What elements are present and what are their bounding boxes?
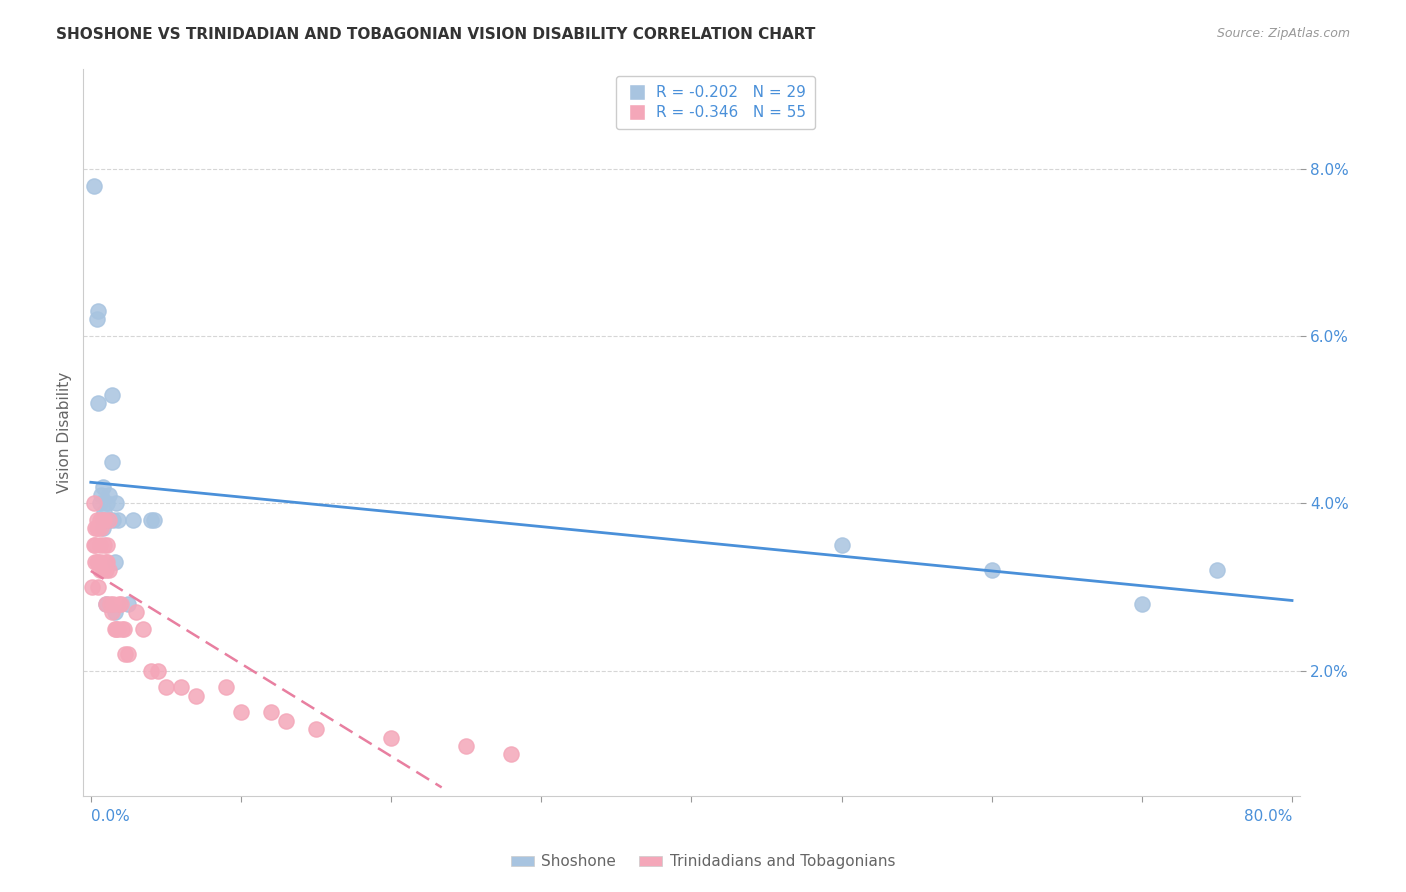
Point <box>89 513 111 527</box>
Point <box>91 513 114 527</box>
Point <box>107 622 129 636</box>
Point <box>305 723 328 737</box>
Point <box>148 664 170 678</box>
Point <box>142 513 165 527</box>
Point <box>114 647 136 661</box>
Point <box>107 513 129 527</box>
Text: 0.0%: 0.0% <box>91 809 129 824</box>
Legend: R = -0.202   N = 29, R = -0.346   N = 55: R = -0.202 N = 29, R = -0.346 N = 55 <box>616 76 815 129</box>
Text: Source: ZipAtlas.com: Source: ZipAtlas.com <box>1216 27 1350 40</box>
Point <box>87 521 110 535</box>
Point <box>97 488 120 502</box>
Point <box>86 513 108 527</box>
Text: 80.0%: 80.0% <box>1244 809 1292 824</box>
Point <box>87 304 110 318</box>
Point <box>103 513 125 527</box>
Point <box>501 747 523 762</box>
Point <box>380 731 402 745</box>
Point <box>89 538 111 552</box>
Point <box>96 555 118 569</box>
Text: SHOSHONE VS TRINIDADIAN AND TOBAGONIAN VISION DISABILITY CORRELATION CHART: SHOSHONE VS TRINIDADIAN AND TOBAGONIAN V… <box>56 27 815 42</box>
Point <box>83 496 105 510</box>
Point <box>831 538 853 552</box>
Point <box>94 555 117 569</box>
Point <box>84 538 107 552</box>
Point <box>155 681 177 695</box>
Point <box>104 555 127 569</box>
Point <box>456 739 478 753</box>
Point <box>184 689 207 703</box>
Point <box>90 555 112 569</box>
Point <box>97 563 120 577</box>
Point <box>139 513 162 527</box>
Point <box>98 597 121 611</box>
Point <box>94 597 117 611</box>
Point <box>260 706 283 720</box>
Point <box>139 664 162 678</box>
Point <box>91 521 114 535</box>
Point <box>170 681 193 695</box>
Point <box>89 496 111 510</box>
Point <box>87 555 110 569</box>
Point <box>91 480 114 494</box>
Point <box>91 563 114 577</box>
Point <box>1206 563 1229 577</box>
Point <box>96 496 118 510</box>
Point <box>90 521 112 535</box>
Point <box>97 513 120 527</box>
Point <box>84 521 107 535</box>
Point <box>104 622 127 636</box>
Y-axis label: Vision Disability: Vision Disability <box>58 372 72 493</box>
Point <box>89 563 111 577</box>
Point <box>117 597 139 611</box>
Point <box>125 605 148 619</box>
Point <box>980 563 1002 577</box>
Point <box>111 622 134 636</box>
Point <box>101 387 124 401</box>
Point <box>83 538 105 552</box>
Point <box>110 597 132 611</box>
Point <box>91 513 114 527</box>
Point <box>105 496 128 510</box>
Point <box>87 580 110 594</box>
Point <box>86 555 108 569</box>
Point <box>84 555 107 569</box>
Point <box>103 597 125 611</box>
Point <box>215 681 238 695</box>
Point <box>93 538 115 552</box>
Point <box>108 597 131 611</box>
Point <box>94 563 117 577</box>
Point <box>101 454 124 468</box>
Point <box>93 513 115 527</box>
Point <box>121 513 143 527</box>
Point <box>274 714 297 728</box>
Point <box>93 505 115 519</box>
Point <box>96 538 118 552</box>
Point <box>90 488 112 502</box>
Point <box>117 647 139 661</box>
Legend: Shoshone, Trinidadians and Tobagonians: Shoshone, Trinidadians and Tobagonians <box>505 848 901 875</box>
Point <box>83 178 105 193</box>
Point <box>229 706 252 720</box>
Point <box>86 521 108 535</box>
Point <box>1130 597 1153 611</box>
Point <box>101 605 124 619</box>
Point <box>97 513 120 527</box>
Point <box>94 597 117 611</box>
Point <box>104 605 127 619</box>
Point <box>112 622 135 636</box>
Point <box>87 396 110 410</box>
Point <box>132 622 155 636</box>
Point <box>105 622 128 636</box>
Point <box>86 312 108 326</box>
Point <box>82 580 104 594</box>
